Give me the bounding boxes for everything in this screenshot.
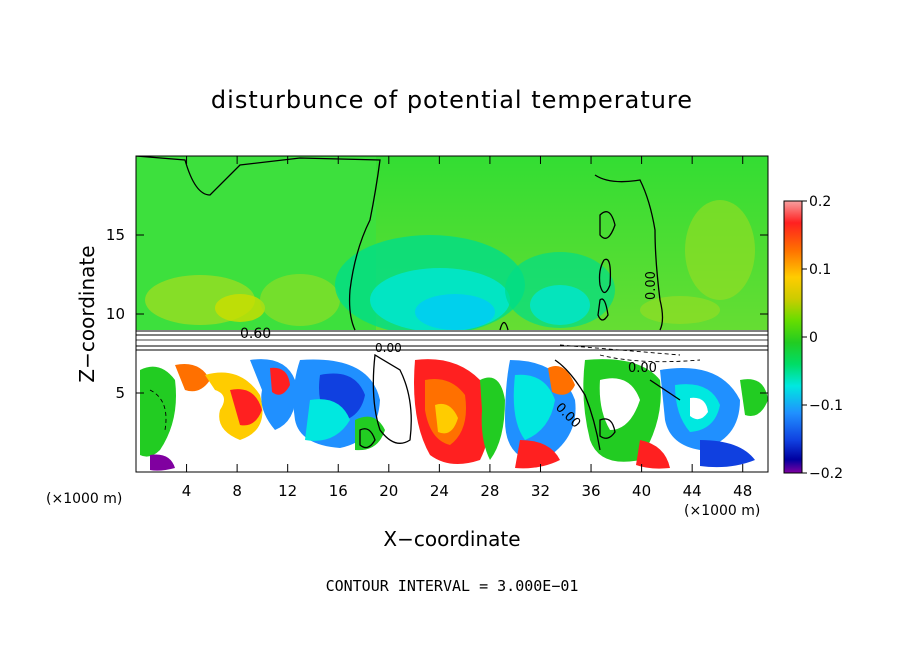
x-tick-label: 20 (379, 482, 398, 500)
field-layer (136, 156, 768, 472)
x-tick-label: 28 (480, 482, 499, 500)
contour-label: 0.00 (375, 341, 402, 355)
x-tick-label: 36 (581, 482, 600, 500)
x-axis-label: X−coordinate (383, 527, 521, 551)
x-units-right: (×1000 m) (684, 503, 761, 519)
x-tick-label: 44 (683, 482, 702, 500)
colorbar-tick-label: −0.1 (809, 398, 843, 414)
y-axis-label: Z−coordinate (75, 245, 99, 382)
colorbar-tick-label: 0.2 (809, 194, 831, 210)
x-axis: 4 8 12 16 20 24 28 32 36 40 44 48 (182, 156, 752, 500)
y-axis: 5 10 15 (106, 226, 768, 402)
x-tick-label: 40 (632, 482, 651, 500)
x-tick-label: 12 (278, 482, 297, 500)
x-tick-label: 8 (232, 482, 242, 500)
contour-lines (136, 156, 681, 451)
x-tick-label: 48 (733, 482, 752, 500)
colorbar (783, 200, 803, 474)
x-tick-label: 4 (182, 482, 192, 500)
y-tick-label: 10 (106, 305, 125, 323)
x-units-left: (×1000 m) (46, 491, 123, 507)
colorbar-tick-label: 0.1 (809, 262, 831, 278)
contour-label: 0.60 (240, 326, 271, 342)
y-tick-label: 15 (106, 226, 125, 244)
contour-label: 0.00 (628, 361, 657, 376)
colorbar-tick-label: −0.2 (809, 466, 843, 482)
colorbar-ticks: 0.2 0.1 0 −0.1 −0.2 (802, 194, 843, 482)
chart-title: disturbunce of potential temperature (210, 86, 694, 114)
x-tick-label: 32 (531, 482, 550, 500)
y-tick-label: 5 (115, 384, 125, 402)
colorbar-tick-label: 0 (809, 330, 818, 346)
contour-label: 0.00 (644, 271, 659, 300)
x-tick-label: 16 (329, 482, 348, 500)
contour-interval: CONTOUR INTERVAL = 3.000E−01 (325, 577, 579, 595)
x-tick-label: 24 (430, 482, 449, 500)
